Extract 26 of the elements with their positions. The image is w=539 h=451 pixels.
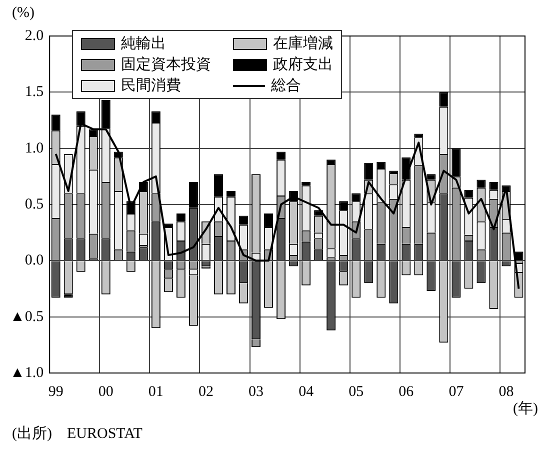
legend-label: 民間消費	[121, 76, 181, 95]
y-axis-title: (%)	[12, 4, 34, 21]
y-tick-label: 1.5	[24, 84, 44, 100]
legend-label: 在庫増減	[273, 34, 333, 53]
text: (出所) EUROSTAT	[12, 424, 142, 443]
y-tick-label: 2.0	[24, 28, 44, 44]
x-tick-label: 00	[98, 384, 114, 400]
x-tick-label: 02	[198, 384, 214, 400]
x-tick-label: 06	[398, 384, 414, 400]
x-tick-label: 08	[498, 384, 514, 400]
x-tick-label: 01	[148, 384, 164, 400]
x-tick-label: 03	[248, 384, 264, 400]
y-tick-label: 0.5	[24, 196, 44, 212]
y-tick-label: ▲0.5	[10, 308, 44, 325]
legend-label: 純輸出	[121, 34, 166, 53]
legend-label: 総合	[271, 76, 301, 95]
y-tick-label: 0.0	[24, 252, 44, 269]
y-tick-label: ▲1.0	[10, 364, 44, 381]
x-tick-label: 07	[448, 384, 464, 400]
x-axis-title: (年)	[513, 400, 538, 417]
x-tick-label: 99	[48, 384, 64, 400]
x-tick-label: 05	[348, 384, 364, 400]
legend-label: 政府支出	[273, 55, 333, 74]
x-tick-label: 04	[298, 384, 314, 400]
y-tick-label: 1.0	[24, 140, 44, 156]
legend-label: 固定資本投資	[121, 55, 211, 74]
